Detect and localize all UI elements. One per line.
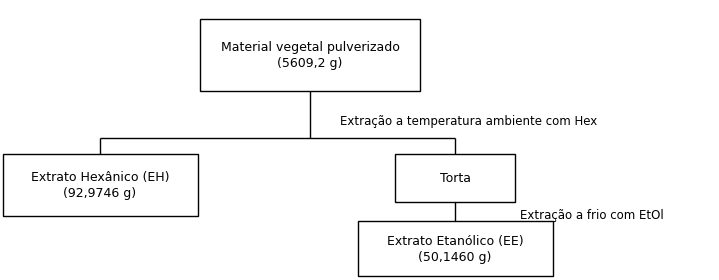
FancyBboxPatch shape [2,154,198,216]
FancyBboxPatch shape [395,154,515,202]
Text: Torta: Torta [439,171,470,185]
FancyBboxPatch shape [200,19,420,91]
Text: (50,1460 g): (50,1460 g) [418,251,492,263]
Text: (92,9746 g): (92,9746 g) [63,188,137,200]
Text: Extrato Etanólico (EE): Extrato Etanólico (EE) [387,235,523,248]
Text: Material vegetal pulverizado: Material vegetal pulverizado [221,41,400,55]
Text: (5609,2 g): (5609,2 g) [278,57,343,71]
FancyBboxPatch shape [357,221,552,276]
Text: Extração a temperatura ambiente com Hex: Extração a temperatura ambiente com Hex [340,115,597,129]
Text: Extração a frio com EtOl: Extração a frio com EtOl [520,209,664,221]
Text: Extrato Hexânico (EH): Extrato Hexânico (EH) [31,171,169,185]
